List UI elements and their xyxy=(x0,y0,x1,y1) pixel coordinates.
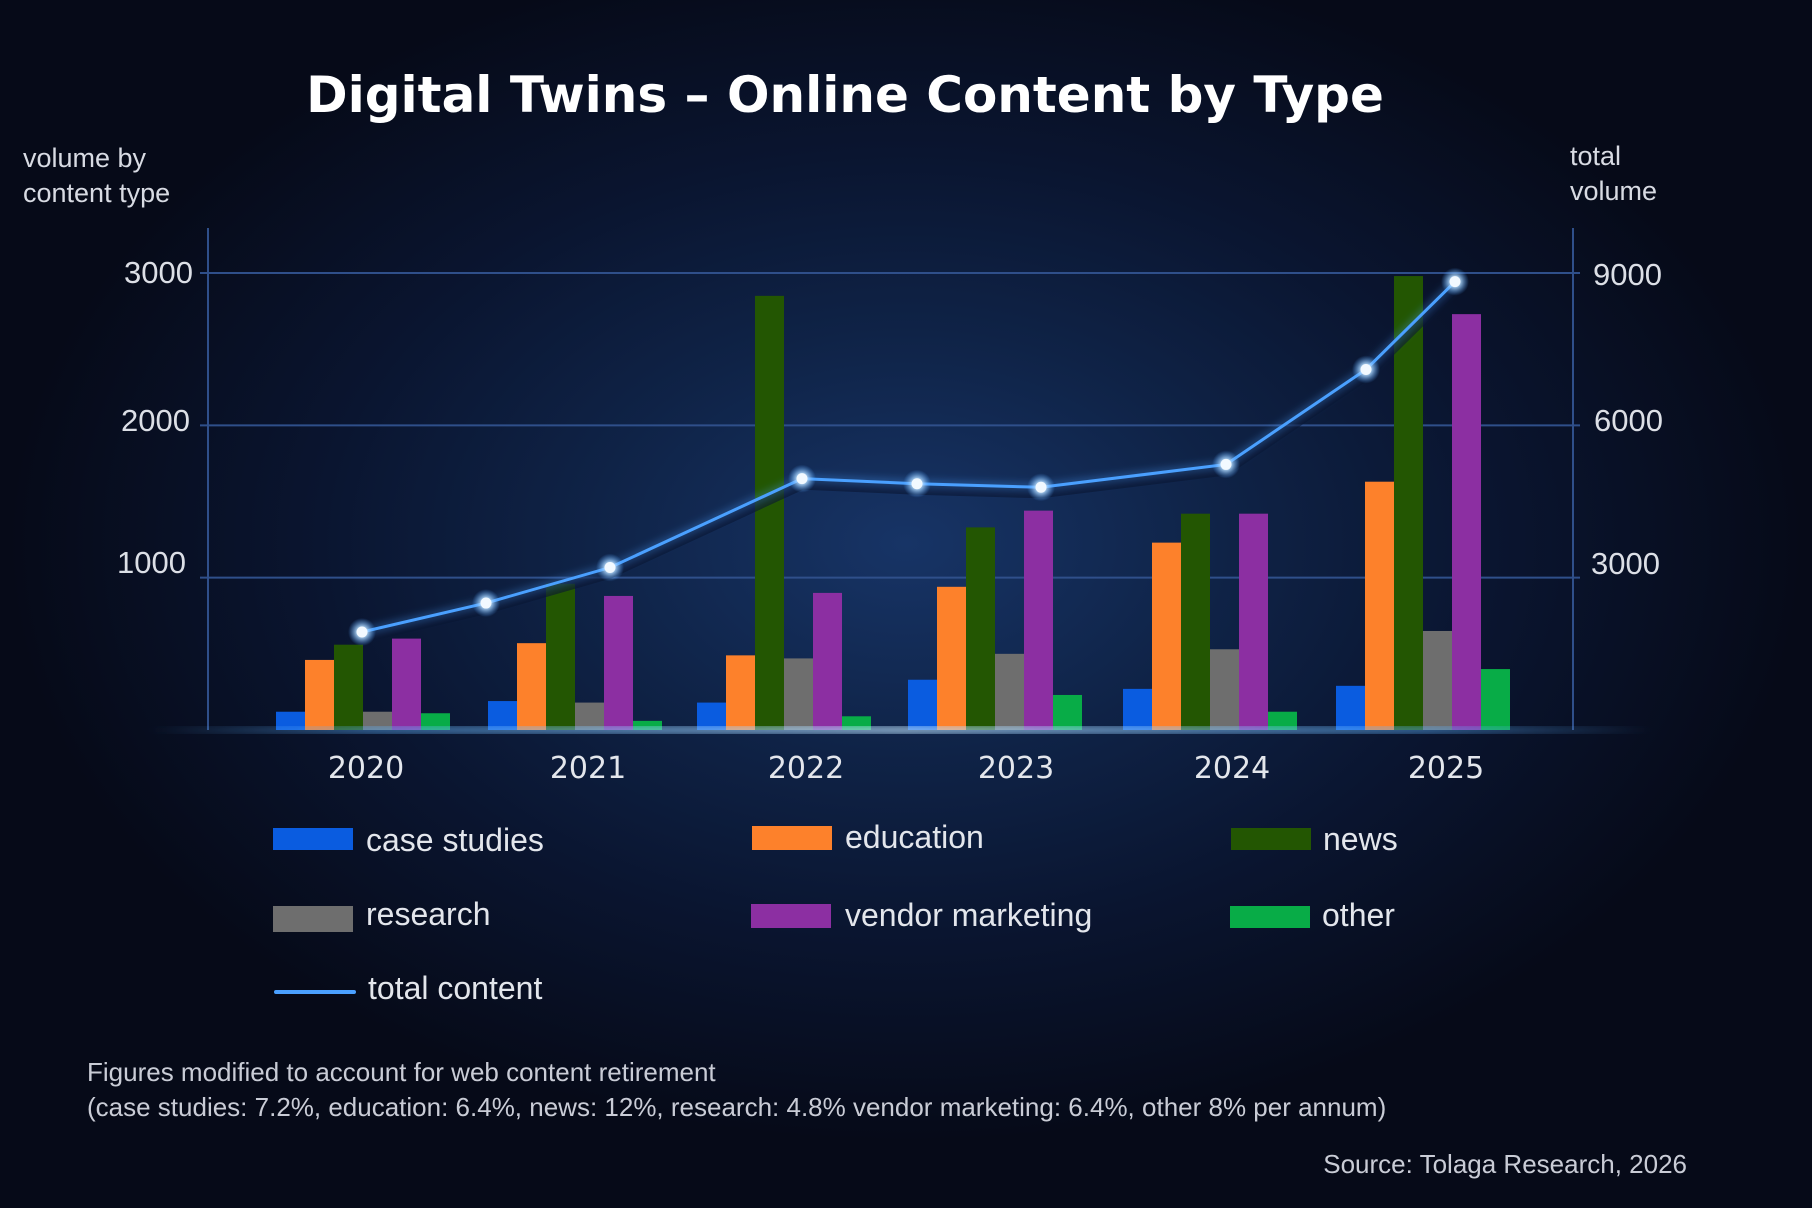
legend-item-other[interactable]: other xyxy=(1230,897,1395,933)
bar-other-2024[interactable] xyxy=(1268,711,1297,730)
legend-label-vendor-marketing: vendor marketing xyxy=(845,897,1092,933)
bar-case-studies-2024[interactable] xyxy=(1123,688,1152,730)
year-label-2022: 2022 xyxy=(768,751,844,786)
bar-series xyxy=(276,276,1510,730)
bar-news-2025[interactable] xyxy=(1394,276,1423,730)
legend-item-vendor-marketing[interactable]: vendor marketing xyxy=(751,897,1092,933)
year-label-2023: 2023 xyxy=(978,751,1054,786)
bar-research-2021[interactable] xyxy=(575,702,604,730)
total-content-path xyxy=(361,280,1457,634)
bar-education-2021[interactable] xyxy=(517,643,546,730)
bar-education-2020[interactable] xyxy=(305,659,334,730)
year-label-2025: 2025 xyxy=(1408,751,1484,786)
legend-item-total-content[interactable]: total content xyxy=(274,970,542,1006)
left-axis-title-line1: volume by xyxy=(23,143,147,173)
legend-swatch-research xyxy=(273,906,353,932)
right-axis-title-line2: volume xyxy=(1570,176,1657,206)
bar-research-2023[interactable] xyxy=(995,653,1024,730)
legend-swatch-education xyxy=(752,826,832,850)
bar-education-2024[interactable] xyxy=(1152,542,1181,730)
legend-swatch-other xyxy=(1230,906,1310,928)
bar-group-2020 xyxy=(276,638,450,730)
total-point-0[interactable] xyxy=(356,626,368,638)
year-label-2021: 2021 xyxy=(550,751,626,786)
total-point-5[interactable] xyxy=(1035,481,1047,493)
legend-label-total-content: total content xyxy=(368,970,542,1006)
total-content-line xyxy=(348,267,1469,646)
legend-item-research[interactable]: research xyxy=(273,896,491,932)
legend-item-case-studies[interactable]: case studies xyxy=(273,822,544,858)
right-axis-title-line1: total xyxy=(1570,141,1621,171)
bar-case-studies-2021[interactable] xyxy=(488,701,517,730)
bar-vendor-marketing-2024[interactable] xyxy=(1239,513,1268,730)
bar-news-2022[interactable] xyxy=(755,295,784,730)
bar-group-2025 xyxy=(1336,276,1510,730)
total-point-6[interactable] xyxy=(1220,458,1232,470)
footnote-line2: (case studies: 7.2%, education: 6.4%, ne… xyxy=(87,1092,1386,1122)
legend-label-case-studies: case studies xyxy=(366,822,544,858)
year-label-2024: 2024 xyxy=(1194,751,1270,786)
bar-research-2024[interactable] xyxy=(1210,649,1239,730)
legend-label-education: education xyxy=(845,819,984,855)
bar-research-2020[interactable] xyxy=(363,711,392,730)
left-tick-2000: 2000 xyxy=(121,403,190,438)
bar-news-2024[interactable] xyxy=(1181,513,1210,730)
bar-news-2021[interactable] xyxy=(546,583,575,730)
total-point-8[interactable] xyxy=(1449,276,1461,288)
legend-swatch-news xyxy=(1231,828,1311,850)
right-tick-6000: 6000 xyxy=(1594,403,1663,438)
bar-case-studies-2025[interactable] xyxy=(1336,685,1365,730)
x-axis-years: 2020 2021 2022 2023 2024 2025 xyxy=(328,751,1484,786)
legend-item-education[interactable]: education xyxy=(752,819,984,855)
bar-group-2023 xyxy=(908,510,1082,730)
left-tick-1000: 1000 xyxy=(117,545,186,580)
bar-other-2021[interactable] xyxy=(633,720,662,730)
right-tick-9000: 9000 xyxy=(1593,257,1662,292)
bar-vendor-marketing-2022[interactable] xyxy=(813,592,842,730)
bar-other-2025[interactable] xyxy=(1481,669,1510,730)
bar-news-2023[interactable] xyxy=(966,527,995,730)
bar-group-2021 xyxy=(488,583,662,730)
bar-vendor-marketing-2025[interactable] xyxy=(1452,314,1481,730)
gridlines xyxy=(200,272,1580,579)
total-point-7[interactable] xyxy=(1360,363,1372,375)
bar-research-2022[interactable] xyxy=(784,658,813,730)
legend-label-news: news xyxy=(1323,821,1398,857)
bar-education-2022[interactable] xyxy=(726,655,755,730)
total-point-2[interactable] xyxy=(604,562,616,574)
footnote-line1: Figures modified to account for web cont… xyxy=(87,1057,716,1087)
bar-education-2025[interactable] xyxy=(1365,481,1394,730)
bar-news-2020[interactable] xyxy=(334,644,363,730)
source-citation: Source: Tolaga Research, 2026 xyxy=(1323,1149,1687,1179)
legend-item-news[interactable]: news xyxy=(1231,821,1398,857)
legend-swatch-vendor-marketing xyxy=(751,904,831,928)
bar-education-2023[interactable] xyxy=(937,586,966,730)
year-label-2020: 2020 xyxy=(328,751,404,786)
bar-other-2020[interactable] xyxy=(421,713,450,730)
total-point-4[interactable] xyxy=(911,478,923,490)
left-axis-title-line2: content type xyxy=(23,178,170,208)
bar-research-2025[interactable] xyxy=(1423,630,1452,730)
bar-case-studies-2020[interactable] xyxy=(276,711,305,730)
bar-other-2022[interactable] xyxy=(842,716,871,730)
left-tick-3000: 3000 xyxy=(124,255,193,290)
total-point-3[interactable] xyxy=(796,473,808,485)
bar-vendor-marketing-2021[interactable] xyxy=(604,595,633,730)
legend-swatch-case-studies xyxy=(273,828,353,850)
bar-case-studies-2022[interactable] xyxy=(697,702,726,730)
bar-vendor-marketing-2020[interactable] xyxy=(392,638,421,730)
legend: case studies education news research ven… xyxy=(273,819,1398,1006)
legend-label-other: other xyxy=(1322,897,1395,933)
bar-case-studies-2023[interactable] xyxy=(908,679,937,730)
chart-title: Digital Twins – Online Content by Type xyxy=(306,66,1384,124)
bar-vendor-marketing-2023[interactable] xyxy=(1024,510,1053,730)
bar-other-2023[interactable] xyxy=(1053,694,1082,730)
bar-group-2024 xyxy=(1123,513,1297,730)
right-tick-3000: 3000 xyxy=(1591,546,1660,581)
legend-label-research: research xyxy=(366,896,491,932)
total-point-1[interactable] xyxy=(480,597,492,609)
bar-group-2022 xyxy=(697,295,871,730)
